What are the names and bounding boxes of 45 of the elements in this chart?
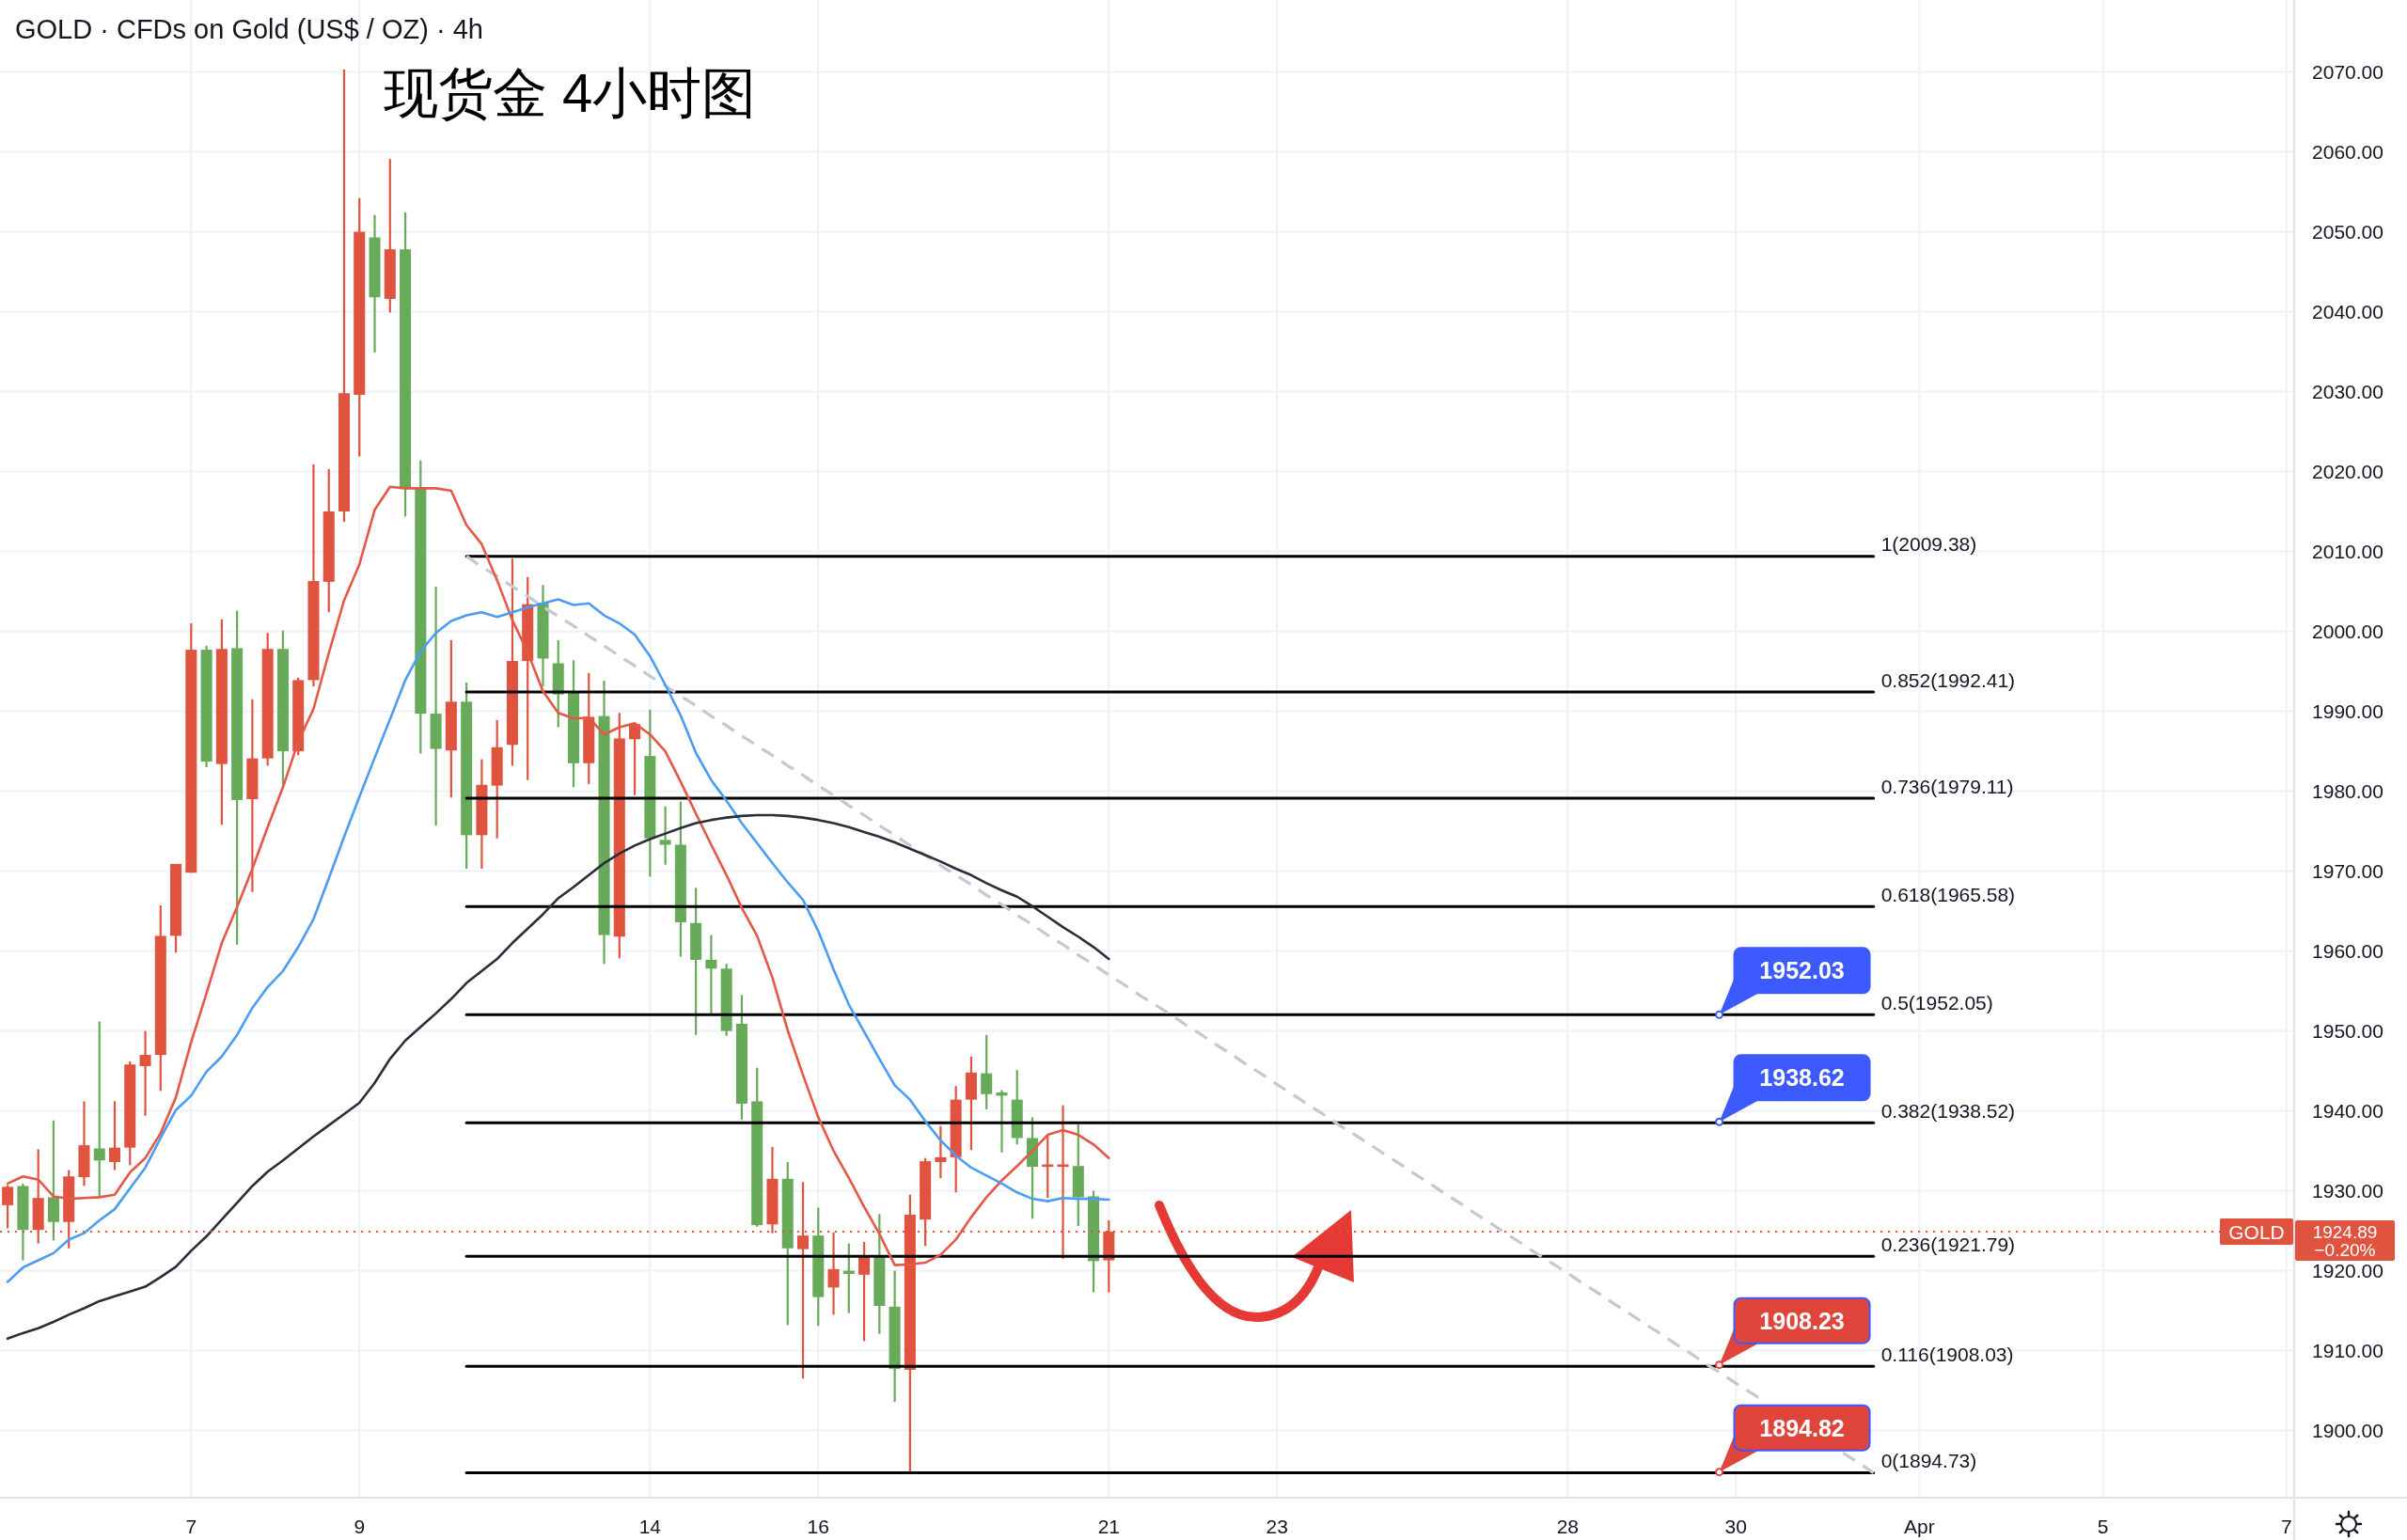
series-label: 1(2009.38) [1880,533,1977,556]
y-tick-label: 1930.00 [2312,1180,2383,1202]
series-label: 0.116(1908.03) [1880,1343,2014,1365]
series-label: 0.5(1952.05) [1880,991,1993,1014]
y-tick-label: 2070.00 [2312,61,2383,83]
annotation: 1908.23 [1759,1307,1845,1334]
y-tick-label: 1920.00 [2312,1260,2383,1282]
x-tick-label: 23 [1266,1515,1288,1537]
series-label: 0(1894.73) [1880,1449,1977,1471]
y-tick-label: 2000.00 [2312,621,2383,643]
y-tick-label: 2040.00 [2312,301,2383,323]
annotation: 1952.03 [1759,957,1845,984]
y-tick-label: 1950.00 [2312,1020,2383,1043]
x-tick-label: 30 [1724,1515,1747,1537]
y-tick-label: 1980.00 [2312,780,2383,803]
y-tick-label: 1900.00 [2312,1420,2383,1442]
series-label: 0.852(1992.41) [1880,668,2016,691]
y-tick-label: 2060.00 [2312,141,2383,164]
y-tick-label: 2020.00 [2312,461,2383,483]
x-tick-label: Apr [1904,1515,1935,1537]
x-tick-label: 14 [638,1515,662,1537]
title: GOLD · CFDs on Gold (US$ / OZ) · 4h [15,14,483,44]
y-tick-label: 1910.00 [2312,1340,2383,1362]
y-tick-label: 1990.00 [2312,700,2383,723]
annotation: 1938.62 [1759,1064,1845,1092]
y-tick-label: 1960.00 [2312,940,2383,963]
x-tick-label: 9 [354,1515,366,1537]
x-tick-label: 7 [2281,1515,2292,1537]
x-tick-label: 7 [185,1515,197,1537]
x-tick-label: 21 [1097,1515,1121,1537]
series-label: 0.736(1979.11) [1880,775,2014,797]
y-tick-label: 1940.00 [2312,1100,2383,1123]
y-tick-label: 2010.00 [2312,541,2383,563]
x-tick-label: 16 [807,1515,829,1537]
annotation: 1894.82 [1759,1414,1845,1441]
series-label: 0.382(1938.52) [1880,1099,2016,1122]
x-tick-label: 28 [1556,1515,1580,1537]
x-tick-label: 5 [2097,1515,2109,1537]
y-tick-label: 2050.00 [2312,221,2383,244]
price-tag: 1924.89 −0.20% [2295,1220,2395,1261]
subtitle: 现货金 4小时图 [384,61,757,123]
y-tick-label: 2030.00 [2312,381,2383,403]
ref-line-label: GOLD [2228,1220,2285,1243]
y-tick-label: 1970.00 [2312,860,2383,883]
series-label: 0.618(1965.58) [1880,883,2016,905]
